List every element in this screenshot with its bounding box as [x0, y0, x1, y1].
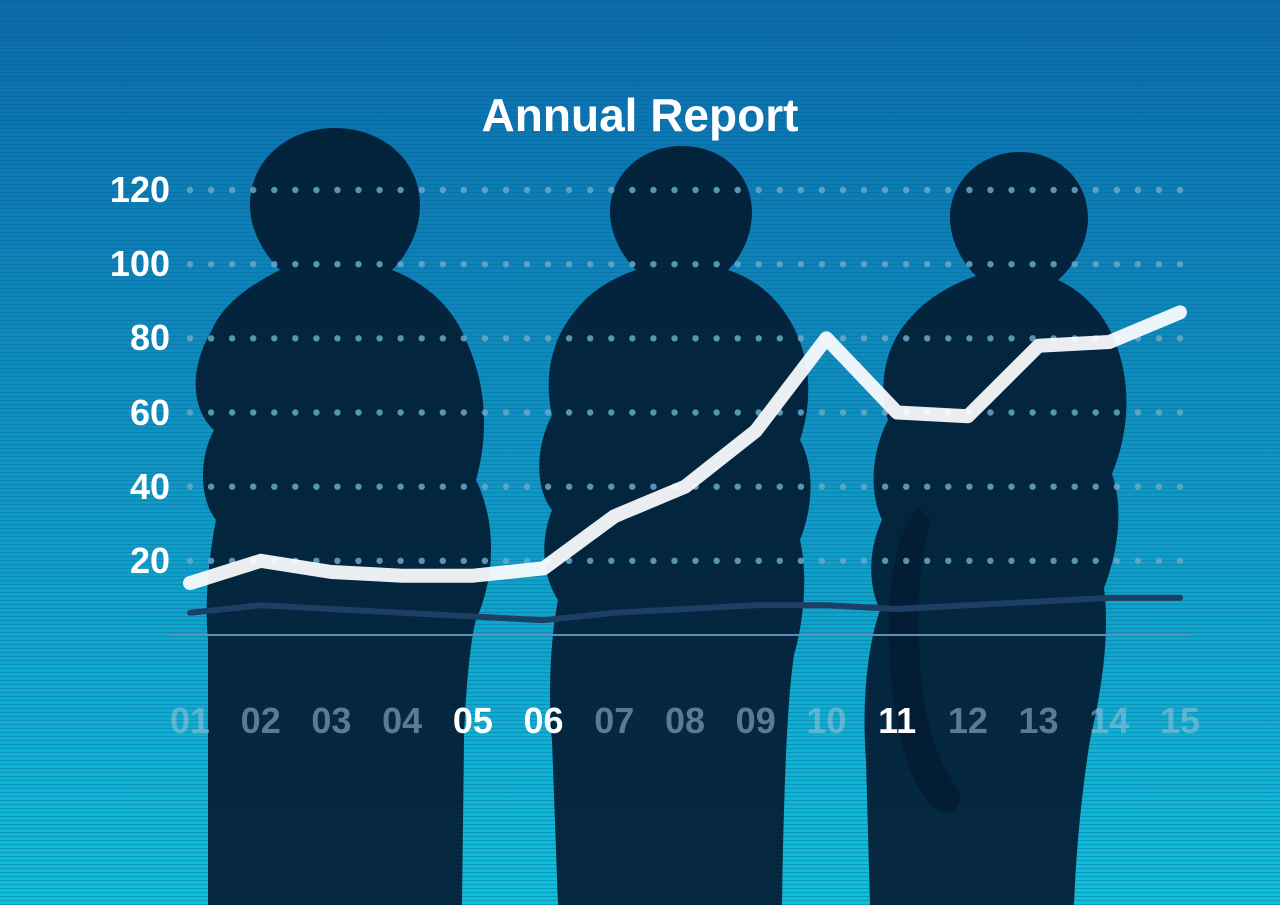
x-tick-label: 01: [170, 700, 210, 742]
x-tick-label: 07: [594, 700, 634, 742]
x-tick-label: 06: [524, 700, 564, 742]
x-tick-label: 13: [1019, 700, 1059, 742]
x-tick-label: 02: [241, 700, 281, 742]
x-tick-label: 04: [382, 700, 422, 742]
chart-title: Annual Report: [0, 88, 1280, 142]
y-tick-label: 40: [130, 466, 170, 508]
grid-dots: [187, 187, 1183, 564]
series-primary: [190, 312, 1180, 583]
y-tick-label: 60: [130, 392, 170, 434]
x-tick-label: 11: [878, 700, 916, 742]
y-tick-label: 100: [110, 243, 170, 285]
annual-report-graphic: Annual Report 20 40 60 80 100 120 01 02 03 04 05 0…: [0, 0, 1280, 905]
x-tick-label: 12: [948, 700, 988, 742]
y-tick-label: 80: [130, 317, 170, 359]
x-tick-label: 14: [1089, 700, 1129, 742]
x-tick-label: 15: [1160, 700, 1200, 742]
line-series: [190, 312, 1180, 620]
x-tick-label: 05: [453, 700, 493, 742]
x-tick-label: 03: [311, 700, 351, 742]
series-secondary: [190, 598, 1180, 620]
x-tick-label: 09: [736, 700, 776, 742]
y-tick-label: 120: [110, 169, 170, 211]
x-tick-label: 08: [665, 700, 705, 742]
x-tick-label: 10: [806, 700, 846, 742]
y-tick-label: 20: [130, 540, 170, 582]
